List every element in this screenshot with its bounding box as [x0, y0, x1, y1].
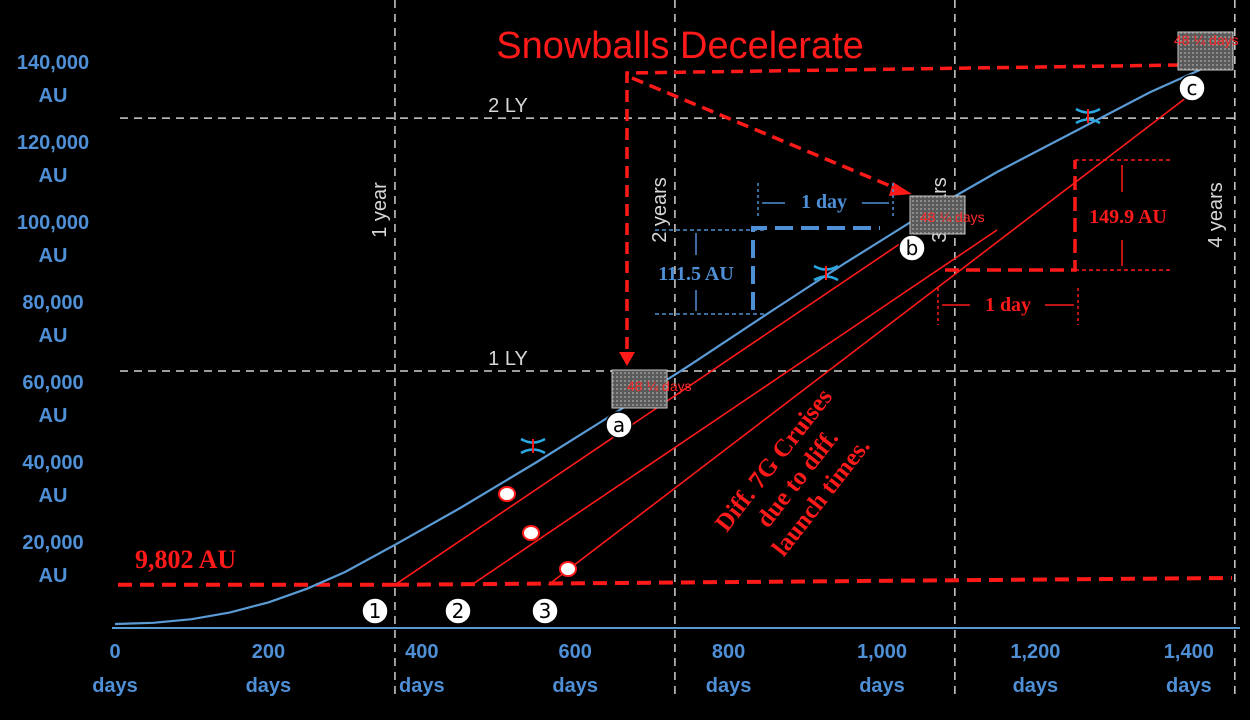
x-tick-unit: days: [859, 675, 905, 697]
x-tick-label: 400: [405, 641, 438, 663]
lightyear-gridline-label: 1 LY: [488, 348, 528, 370]
series: 9,802 AU 48 ¼ days 48 ¼ days 48 ¼ days: [114, 31, 1239, 626]
y-tick-label: 20,000: [22, 532, 83, 554]
arrowhead-a: [619, 352, 635, 366]
x-tick-label: 200: [252, 641, 285, 663]
circle-marker-a: [605, 411, 633, 439]
x-tick-unit: days: [1166, 675, 1212, 697]
y-tick-unit: AU: [39, 565, 68, 587]
x-tick-label: 0: [109, 641, 120, 663]
threshold-line-extension: [394, 576, 1233, 587]
year-gridline-label: 4 years: [1205, 182, 1227, 248]
arrowhead-b: [889, 182, 912, 196]
launch-marker: [522, 525, 540, 541]
snowball-box-a: [611, 369, 668, 409]
x-tick-unit: days: [706, 675, 752, 697]
circle-marker-c: [1178, 74, 1206, 102]
y-tick-label: 140,000: [17, 52, 89, 74]
x-tick-label: 1,400: [1164, 641, 1214, 663]
x-tick-label: 1,200: [1010, 641, 1060, 663]
chart-title: Snowballs Decelerate: [496, 25, 864, 67]
threshold-label: 9,802 AU: [135, 545, 236, 574]
circle-marker-label-a: a: [613, 413, 625, 437]
snowball-duration-a: 48 ¼ days: [627, 378, 692, 394]
circle-marker-label-2: 2: [452, 599, 465, 623]
snowball-box-c: [1177, 31, 1234, 71]
x-tick-unit: days: [552, 675, 598, 697]
circle-marker-label-1: 1: [369, 599, 382, 623]
y-tick-unit: AU: [39, 485, 68, 507]
x-tick-label: 600: [559, 641, 592, 663]
snowball-duration-c: 48 ¼ days: [1174, 32, 1239, 48]
y-tick-label: 100,000: [17, 212, 89, 234]
circle-marker-b: [898, 234, 926, 262]
x-tick-unit: days: [399, 675, 445, 697]
cruise-line-3: [547, 83, 1205, 586]
year-gridline-label: 2 years: [649, 177, 671, 243]
x-tick-unit: days: [246, 675, 292, 697]
diff-cruises-note: Diff. 7G Cruisesdue to diff.launch times…: [710, 384, 885, 574]
cruise-line-2: [471, 229, 998, 586]
y-tick-unit: AU: [39, 245, 68, 267]
snowball-box-b: [909, 195, 966, 235]
red-gap-distance: 149.9 AU: [1089, 206, 1167, 228]
launch-marker: [498, 486, 516, 502]
red-gap-time: 1 day: [985, 294, 1031, 316]
circle-marker-label-3: 3: [539, 599, 552, 623]
blue-gap-bracket: [751, 226, 880, 310]
main-distance-curve: [114, 66, 1205, 626]
circle-marker-label-b: b: [906, 236, 919, 260]
lightyear-gridline-label: 2 LY: [488, 95, 528, 117]
snowball-duration-b: 48 ¼ days: [920, 209, 985, 225]
y-tick-label: 60,000: [22, 372, 83, 394]
x-tick-label: 800: [712, 641, 745, 663]
x-tick-unit: days: [1013, 675, 1059, 697]
y-tick-unit: AU: [39, 405, 68, 427]
circle-marker-2: [444, 597, 472, 625]
circle-marker-3: [531, 597, 559, 625]
axes: 0 days 200 days 400 days 600 days 800 days 1,000 da…: [17, 52, 1240, 697]
x-tick-label: 1,000: [857, 641, 907, 663]
launch-marker: [559, 561, 577, 577]
x-tick-unit: days: [92, 675, 138, 697]
blue-gap-distance: 111.5 AU: [658, 263, 734, 285]
y-tick-label: 40,000: [22, 452, 83, 474]
annotations: 111.5 AU 1 day 149.9 AU 1 day: [619, 63, 1181, 366]
circle-marker-label-c: c: [1187, 76, 1198, 100]
y-tick-label: 80,000: [22, 292, 83, 314]
y-tick-unit: AU: [39, 165, 68, 187]
arrow-a-to-b: [631, 76, 901, 192]
y-tick-label: 120,000: [17, 132, 89, 154]
arrow-c-to-a: [625, 63, 1181, 360]
circle-marker-1: [361, 597, 389, 625]
y-tick-unit: AU: [39, 325, 68, 347]
y-tick-unit: AU: [39, 85, 68, 107]
year-gridline-label: 1 year: [369, 182, 391, 238]
blue-gap-time: 1 day: [801, 191, 847, 213]
